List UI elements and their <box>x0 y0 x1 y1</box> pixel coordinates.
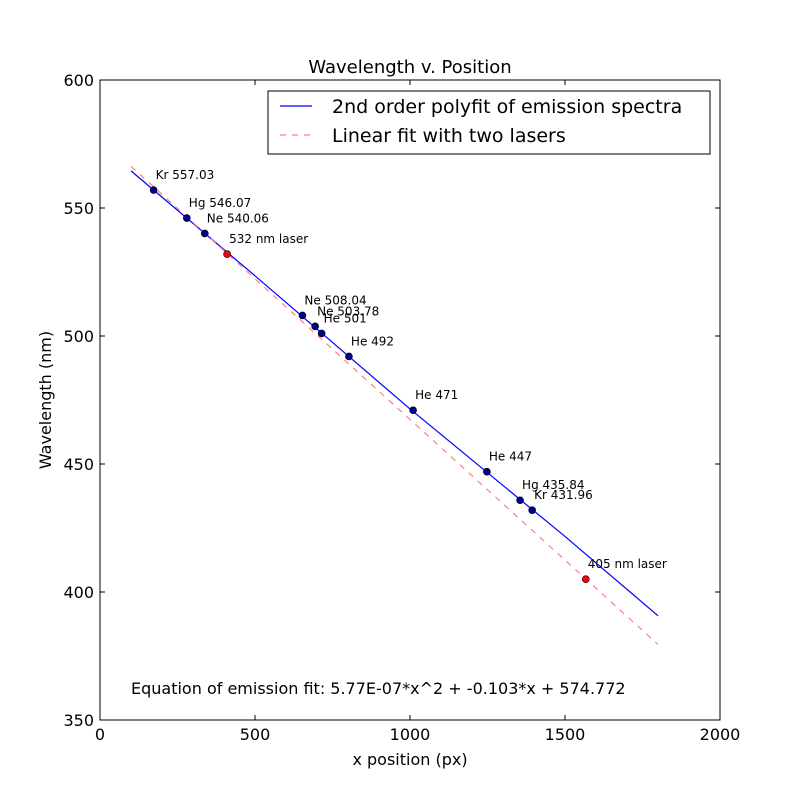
data-point <box>298 311 307 320</box>
data-point <box>311 322 319 331</box>
legend-box <box>267 90 711 155</box>
data-point-label: Hg 435.84 <box>522 478 584 492</box>
data-point <box>516 496 524 505</box>
data-point-label: Kr 557.03 <box>156 168 215 182</box>
data-point <box>223 250 231 258</box>
x-tick-label: 1500 <box>545 725 586 744</box>
data-point-label: He 492 <box>351 334 394 348</box>
data-point-label: He 471 <box>415 388 458 402</box>
data-point <box>345 352 353 361</box>
y-tick-label: 400 <box>63 583 94 602</box>
data-point <box>183 214 191 222</box>
x-tick-label: 500 <box>240 725 271 744</box>
legend: 2nd order polyfit of emission spectra Li… <box>267 90 711 155</box>
y-tick-label: 600 <box>63 71 94 90</box>
ticks-layer: 0 500 1000 1500 2000 350 400 450 500 550 600 <box>63 71 740 744</box>
data-point <box>149 186 158 194</box>
x-axis-label: x position (px) <box>352 750 467 769</box>
points-layer <box>149 186 590 584</box>
data-point <box>409 406 417 415</box>
data-point-label: Ne 540.06 <box>207 211 269 225</box>
data-point <box>483 467 491 476</box>
data-point-label: Kr 431.96 <box>534 488 593 502</box>
y-tick-label: 550 <box>63 199 94 218</box>
legend-label-linear: Linear fit with two lasers <box>332 125 566 147</box>
legend-label-polyfit: 2nd order polyfit of emission spectra <box>332 96 682 118</box>
x-tick-label: 0 <box>95 725 105 744</box>
data-point-label: Ne 503.78 <box>317 304 379 318</box>
y-tick-label: 500 <box>63 327 94 346</box>
linear-fit-line <box>130 165 659 645</box>
y-tick-label: 350 <box>63 711 94 730</box>
data-point-label: 405 nm laser <box>588 557 667 571</box>
data-point <box>200 229 209 238</box>
plot-area <box>100 80 720 720</box>
data-point-label: He 501 <box>324 311 367 325</box>
chart-title: Wavelength v. Position <box>308 57 511 78</box>
data-point-label: Hg 546.07 <box>189 196 251 210</box>
equation-annotation: Equation of emission fit: 5.77E-07*x^2 +… <box>131 679 626 698</box>
data-point-label: Ne 508.04 <box>304 293 366 307</box>
x-tick-label: 1000 <box>390 725 431 744</box>
data-point <box>528 506 536 514</box>
y-axis-label: Wavelength (nm) <box>36 331 55 469</box>
data-point-label: He 447 <box>489 450 532 464</box>
data-point <box>317 329 326 338</box>
y-tick-label: 450 <box>63 455 94 474</box>
x-tick-label: 2000 <box>700 725 741 744</box>
data-point <box>581 575 590 584</box>
data-point-label: 532 nm laser <box>229 232 308 246</box>
